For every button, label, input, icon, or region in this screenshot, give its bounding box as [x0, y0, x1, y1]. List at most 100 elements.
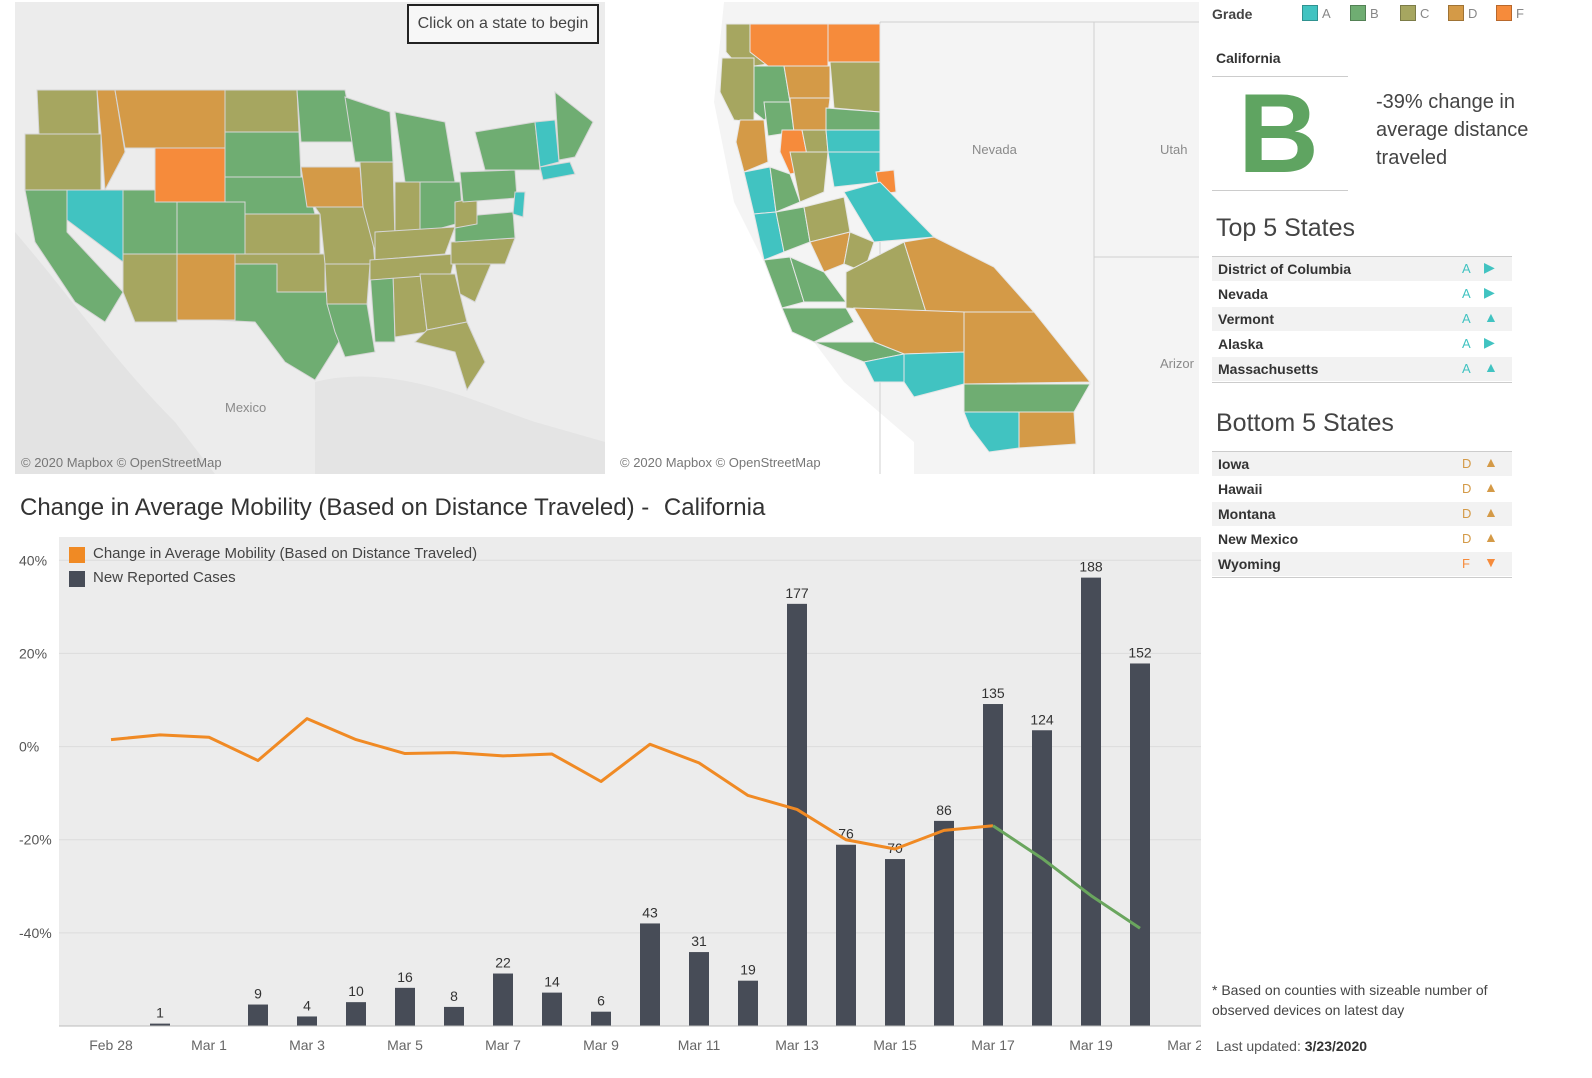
chart-title-state: California — [663, 494, 766, 521]
state-grade: D — [1462, 506, 1472, 521]
arizona-label: Arizor — [1160, 356, 1194, 371]
utah-label: Utah — [1160, 142, 1188, 157]
case-bar — [493, 973, 513, 1026]
top5-row[interactable]: Alaska A ▶ — [1212, 332, 1512, 357]
california-map[interactable]: Nevada Utah Arizor © 2020 Mapbox © OpenS… — [614, 2, 1199, 474]
selected-state-name: California — [1216, 50, 1281, 66]
state-grade: D — [1462, 456, 1472, 471]
bar-data-label: 188 — [1079, 559, 1103, 575]
case-bar — [1130, 663, 1150, 1026]
bar-data-label: 8 — [450, 988, 458, 1004]
mobility-line-end — [992, 824, 1141, 930]
chart-title: Change in Average Mobility (Based on Dis… — [20, 494, 765, 522]
bar-data-label: 31 — [691, 933, 707, 949]
state-la — [326, 303, 376, 358]
last-updated-value: 3/23/2020 — [1304, 1038, 1368, 1054]
state-wa — [36, 89, 100, 135]
plot-background — [59, 537, 1201, 1026]
top5-row[interactable]: Massachusetts A ▲ — [1212, 357, 1512, 382]
state-ky — [374, 226, 456, 261]
bar-data-label: 124 — [1030, 711, 1054, 727]
bar-data-label: 16 — [397, 969, 413, 985]
x-tick-label: Mar 7 — [485, 1037, 521, 1053]
bar-data-label: 152 — [1128, 644, 1152, 660]
case-bar — [640, 923, 660, 1026]
legend-swatch-f[interactable] — [1496, 5, 1512, 21]
state-name: Wyoming — [1218, 556, 1281, 572]
state-name: Hawaii — [1218, 481, 1263, 497]
state-name: Vermont — [1218, 311, 1275, 327]
top5-row[interactable]: Nevada A ▶ — [1212, 282, 1512, 307]
state-ks — [244, 213, 321, 255]
state-grade: A — [1462, 311, 1471, 326]
us-map-canvas[interactable] — [15, 2, 605, 474]
bar-data-label: 22 — [495, 955, 511, 971]
top5-row[interactable]: Vermont A ▲ — [1212, 307, 1512, 332]
case-bar — [738, 980, 758, 1026]
mobility-chart[interactable]: 40% 20% 0% -20% -40% 1 9 4 10 16 8 22 14 6 43 31 19 177 76… — [15, 537, 1201, 1061]
grade-legend: Grade A B C D F — [1208, 4, 1588, 26]
trend-icon: ▲ — [1484, 359, 1498, 375]
case-bar — [444, 1006, 464, 1026]
mobility-chart-svg[interactable]: 40%20%0%-20%-40%194101682214643311917776… — [15, 537, 1201, 1061]
bottom5-row[interactable]: Wyoming F ▼ — [1212, 552, 1512, 577]
state-wy — [154, 147, 226, 203]
footnote: * Based on counties with sizeable number… — [1212, 982, 1488, 1018]
case-bar — [689, 952, 709, 1026]
selected-grade: B — [1238, 71, 1319, 196]
bottom5-row[interactable]: New Mexico D ▲ — [1212, 527, 1512, 552]
chart-legend: Change in Average Mobility (Based on Dis… — [69, 545, 477, 593]
trend-icon: ▲ — [1484, 454, 1498, 470]
case-bar — [395, 987, 415, 1026]
trend-icon: ▼ — [1484, 554, 1498, 570]
state-ma — [539, 161, 576, 181]
mexico-label: Mexico — [225, 400, 267, 415]
bottom5-row[interactable]: Iowa D ▲ — [1212, 452, 1512, 477]
divider — [1212, 190, 1348, 191]
y-tick-label: 40% — [19, 552, 47, 568]
state-fl — [414, 321, 486, 392]
legend-swatch-a[interactable] — [1302, 5, 1318, 21]
state-nm — [176, 253, 236, 321]
legend-swatch-b[interactable] — [1350, 5, 1366, 21]
x-tick-label: Mar 9 — [583, 1037, 619, 1053]
case-bar — [983, 704, 1003, 1026]
state-or — [24, 133, 102, 191]
state-grade: F — [1462, 556, 1470, 571]
bottom5-row[interactable]: Montana D ▲ — [1212, 502, 1512, 527]
legend-label-f: F — [1516, 6, 1524, 21]
legend-swatch-c[interactable] — [1400, 5, 1416, 21]
legend-label-b: B — [1370, 6, 1379, 21]
last-updated: Last updated: 3/23/2020 — [1216, 1038, 1367, 1054]
case-bar — [1081, 577, 1101, 1026]
case-bar — [885, 859, 905, 1026]
state-grade: A — [1462, 261, 1471, 276]
bar-data-label: 1 — [156, 1005, 164, 1021]
case-bar — [150, 1023, 170, 1026]
us-map[interactable]: Click on a state to begin Mexico © 2020 … — [15, 2, 605, 474]
case-bar — [934, 820, 954, 1026]
x-tick-label: Mar 5 — [387, 1037, 423, 1053]
state-wv — [454, 197, 478, 229]
state-sd — [224, 131, 302, 178]
bar-data-label: 177 — [785, 585, 809, 601]
legend-item-cases[interactable]: New Reported Cases — [69, 569, 477, 593]
x-tick-label: Mar 17 — [971, 1037, 1015, 1053]
state-ny — [474, 121, 541, 171]
legend-item-mobility[interactable]: Change in Average Mobility (Based on Dis… — [69, 545, 477, 569]
bar-data-label: 9 — [254, 986, 262, 1002]
state-grade: D — [1462, 481, 1472, 496]
legend-label-c: C — [1420, 6, 1430, 21]
state-grade: A — [1462, 361, 1471, 376]
trend-icon: ▶ — [1484, 334, 1495, 350]
bar-data-label: 10 — [348, 983, 364, 999]
top5-row[interactable]: District of Columbia A ▶ — [1212, 257, 1512, 282]
legend-label-mobility: Change in Average Mobility (Based on Dis… — [93, 545, 478, 562]
click-state-prompt[interactable]: Click on a state to begin — [407, 4, 599, 44]
state-me — [554, 90, 594, 161]
california-map-canvas[interactable] — [614, 2, 1199, 474]
y-tick-label: -40% — [19, 925, 52, 941]
legend-swatch-d[interactable] — [1448, 5, 1464, 21]
bottom5-row[interactable]: Hawaii D ▲ — [1212, 477, 1512, 502]
nevada-label: Nevada — [972, 142, 1017, 157]
